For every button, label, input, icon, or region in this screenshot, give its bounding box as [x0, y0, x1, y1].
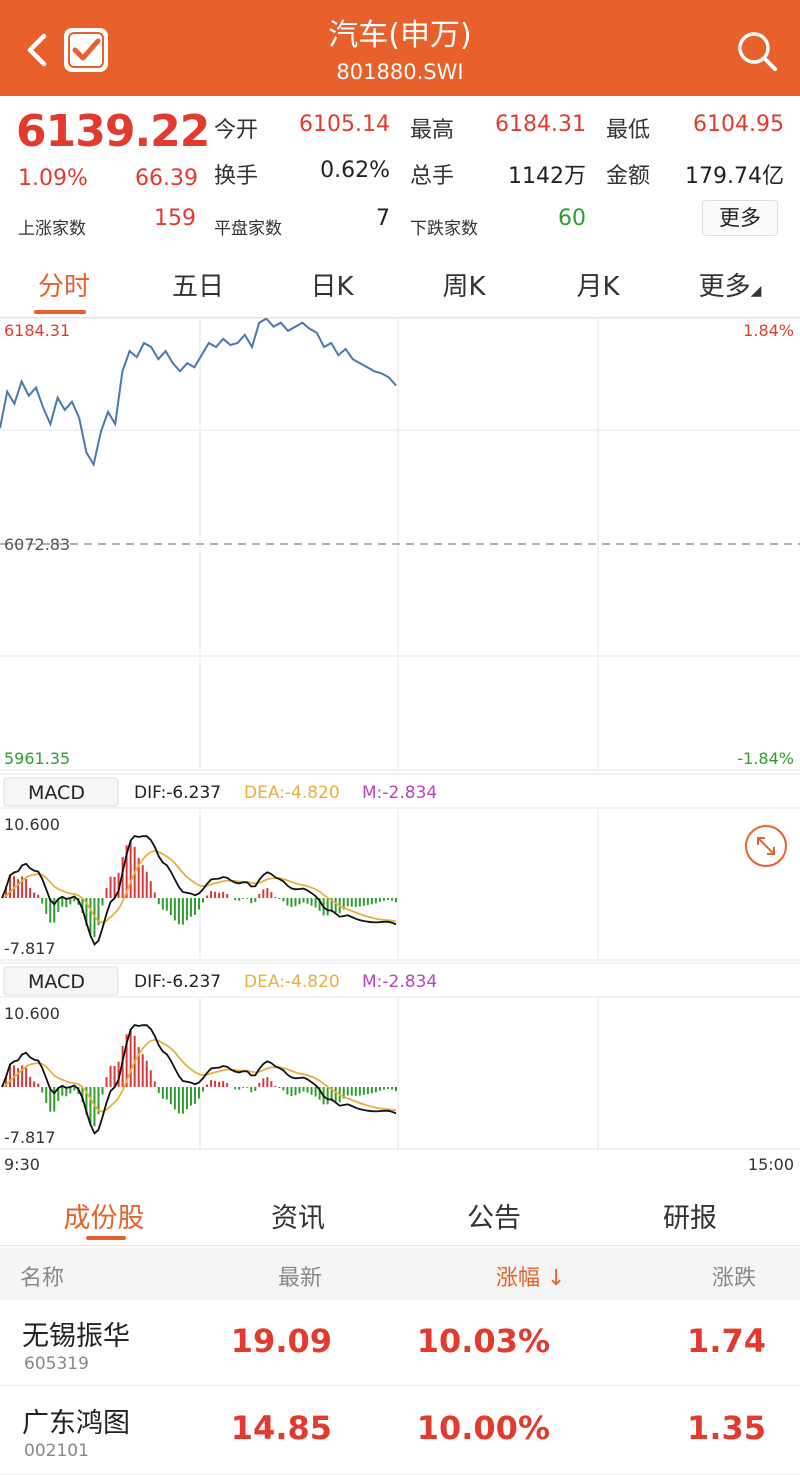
col-change-pct-label: 涨幅	[496, 1266, 541, 1291]
macd-m-2: M:-2.834	[362, 972, 437, 992]
price-mid-label: 6072.83	[4, 535, 70, 554]
search-icon[interactable]	[736, 30, 778, 72]
macd-max-2: 10.600	[4, 1004, 60, 1023]
tab-more[interactable]: 更多◢	[680, 266, 780, 303]
page-title: 汽车(申万)	[328, 18, 472, 53]
low-value: 6104.95	[693, 112, 784, 137]
col-change[interactable]: 涨跌	[712, 1266, 757, 1291]
pct-max-label: 1.84%	[743, 321, 794, 340]
expand-icon[interactable]	[745, 825, 787, 867]
index-code: 801880.SWI	[336, 60, 464, 84]
stock-change: 1.74	[687, 1322, 766, 1360]
macd-panel-1: MACD DIF:-6.237 DEA:-4.820 M:-2.834 10.6…	[0, 773, 800, 961]
table-row[interactable]: 广东鸿图 002101 14.85 10.00% 1.35	[0, 1387, 800, 1475]
tab-five-day[interactable]: 五日	[171, 272, 224, 302]
open-label: 今开	[214, 118, 259, 143]
pct-min-label: -1.84%	[737, 749, 794, 768]
down-count-label: 下跌家数	[410, 219, 478, 239]
table-row[interactable]: 无锡振华 605319 19.09 10.03% 1.74	[0, 1300, 800, 1386]
tab-intraday[interactable]: 分时	[37, 272, 90, 302]
stock-change-pct: 10.00%	[416, 1409, 550, 1447]
stock-change: 1.35	[687, 1409, 766, 1447]
tab-more-label: 更多	[698, 272, 751, 302]
stock-latest: 14.85	[230, 1409, 332, 1447]
back-arrow-icon[interactable]	[22, 30, 54, 70]
stock-code: 002101	[24, 1441, 89, 1461]
tab-research[interactable]: 研报	[663, 1203, 717, 1234]
low-label: 最低	[606, 118, 651, 143]
active-tab-indicator	[34, 310, 86, 314]
tab-weekly-k[interactable]: 周K	[442, 272, 486, 302]
amount-value: 179.74亿	[685, 164, 784, 189]
col-name: 名称	[20, 1266, 65, 1291]
macd-histogram-2	[5, 1029, 397, 1127]
dea-line-1	[1, 849, 397, 924]
volume-label: 总手	[410, 164, 455, 189]
sort-down-icon: ↓	[547, 1266, 566, 1291]
high-label: 最高	[410, 118, 455, 143]
tab-constituents[interactable]: 成份股	[63, 1203, 145, 1234]
amount-label: 金额	[606, 164, 651, 189]
col-latest[interactable]: 最新	[278, 1266, 323, 1291]
stock-name: 无锡振华	[22, 1321, 130, 1352]
tab-monthly-k[interactable]: 月K	[576, 272, 620, 302]
macd-panel-2: MACD DIF:-6.237 DEA:-4.820 M:-2.834 10.6…	[0, 962, 800, 1150]
change-value: 66.39	[135, 166, 198, 191]
top-bar: 汽车(申万) 801880.SWI	[0, 0, 800, 96]
price-series-line	[0, 318, 397, 468]
open-value: 6105.14	[299, 112, 390, 137]
col-change-pct[interactable]: 涨幅 ↓	[496, 1260, 565, 1292]
active-info-tab-indicator	[86, 1236, 126, 1240]
macd-histogram-1	[5, 840, 397, 938]
time-start-label: 9:30	[4, 1155, 40, 1174]
info-tabs: 成份股 资讯 公告 研报	[0, 1182, 800, 1246]
macd-dea-1: DEA:-4.820	[244, 783, 340, 803]
tab-announcements[interactable]: 公告	[467, 1203, 521, 1234]
stock-code: 605319	[24, 1354, 89, 1374]
tab-daily-k[interactable]: 日K	[310, 272, 354, 302]
macd-selector-2[interactable]	[3, 966, 119, 996]
macd-dea-2: DEA:-4.820	[244, 972, 340, 992]
time-end-label: 15:00	[748, 1155, 794, 1174]
macd-m-1: M:-2.834	[362, 783, 437, 803]
turnover-value: 0.62%	[320, 158, 390, 183]
macd-selector-1[interactable]	[3, 777, 119, 807]
favorite-check-icon[interactable]	[62, 26, 110, 74]
period-tabs: 分时 五日 日K 周K 月K 更多◢	[0, 252, 800, 318]
dif-line-1	[1, 834, 397, 946]
intraday-chart: 6184.31 1.84% 6072.83 5961.35 -1.84% MAC…	[0, 318, 800, 1174]
up-count-label: 上涨家数	[18, 219, 86, 239]
dif-line-2	[1, 1023, 397, 1135]
more-button[interactable]: 更多	[702, 200, 778, 236]
macd-max-1: 10.600	[4, 815, 60, 834]
current-price: 6139.22	[16, 106, 210, 157]
macd-dif-2: DIF:-6.237	[134, 972, 221, 992]
flat-count-label: 平盘家数	[214, 219, 282, 239]
stock-change-pct: 10.03%	[416, 1322, 550, 1360]
high-value: 6184.31	[495, 112, 586, 137]
down-count: 60	[558, 206, 586, 231]
change-percent: 1.09%	[18, 166, 88, 191]
macd-label-1: MACD	[28, 782, 85, 804]
stock-latest: 19.09	[230, 1322, 332, 1360]
macd-label-2: MACD	[28, 971, 85, 993]
macd-min-1: -7.817	[4, 939, 56, 958]
turnover-label: 换手	[214, 164, 259, 189]
price-min-label: 5961.35	[4, 749, 70, 768]
macd-min-2: -7.817	[4, 1128, 56, 1147]
dea-line-2	[1, 1038, 397, 1113]
up-count: 159	[154, 206, 196, 231]
stock-name: 广东鸿图	[22, 1408, 130, 1439]
macd-dif-1: DIF:-6.237	[134, 783, 221, 803]
flat-count: 7	[376, 206, 390, 231]
caret-down-icon: ◢	[750, 283, 762, 299]
volume-value: 1142万	[508, 164, 586, 189]
quote-panel: 6139.22 1.09% 66.39 今开 6105.14 最高 6184.3…	[0, 96, 800, 246]
table-header: 名称 最新 涨幅 ↓ 涨跌	[0, 1248, 800, 1300]
price-max-label: 6184.31	[4, 321, 70, 340]
tab-news[interactable]: 资讯	[271, 1203, 325, 1234]
